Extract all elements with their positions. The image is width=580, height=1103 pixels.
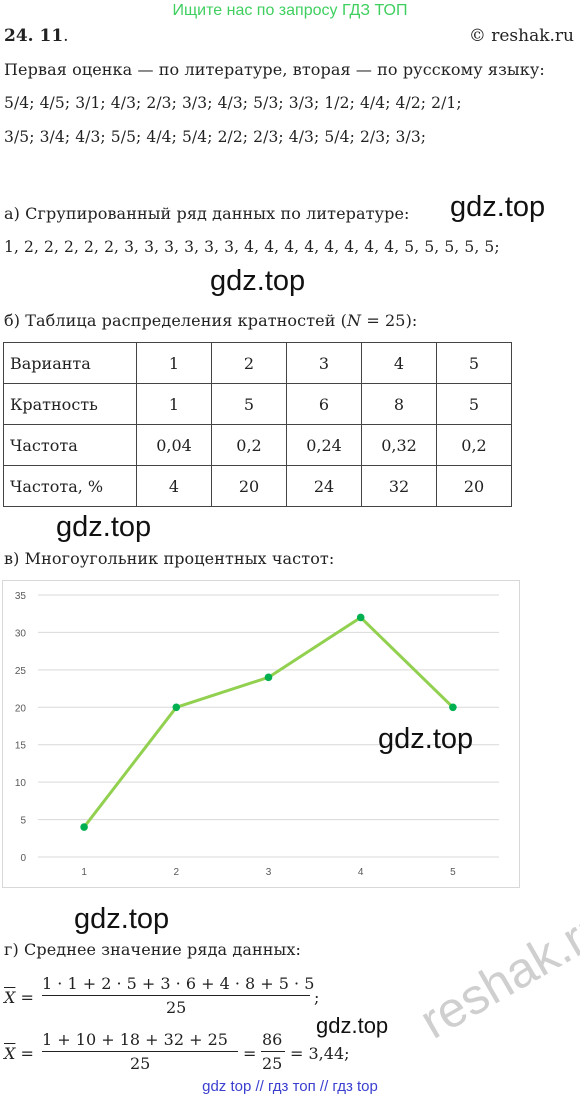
table-cell: 1: [136, 342, 212, 384]
part-v-label: в) Многоугольник процентных частот:: [4, 549, 335, 568]
watermark: gdz.top: [450, 191, 546, 223]
formula-2-denominator: 25: [130, 1054, 151, 1073]
ghost-watermark: reshak.ru: [410, 896, 580, 1050]
table-cell: 20: [436, 465, 512, 507]
table-cell: 4: [136, 465, 212, 507]
table-cell: 0,2: [436, 424, 512, 466]
part-a-label: а) Сгрупированный ряд данных по литерату…: [4, 204, 410, 223]
formula-2-equals: =: [243, 1044, 257, 1063]
formula-2-numerator-2: 86: [262, 1030, 283, 1049]
x-tick-label: 1: [81, 867, 87, 878]
y-tick-label: 30: [15, 628, 27, 639]
formula-1-denominator: 25: [166, 998, 187, 1017]
site-credit: © reshak.ru: [468, 26, 574, 46]
data-point: [356, 613, 365, 622]
formula-1-numerator: 1 · 1 + 2 · 5 + 3 · 6 + 4 · 8 + 5 · 5: [42, 974, 315, 993]
data-point: [172, 703, 181, 712]
part-a-series: 1, 2, 2, 2, 2, 2, 3, 3, 3, 3, 3, 3, 4, 4…: [4, 238, 500, 256]
search-hint-link[interactable]: Ищите нас по запросу ГДЗ ТОП: [172, 2, 408, 19]
problem-number: 24. 11.: [4, 26, 69, 46]
y-tick-label: 15: [15, 741, 27, 752]
table-row: Кратность 1 5 6 8 5: [3, 383, 512, 425]
formula-2-denominator-2: 25: [262, 1054, 283, 1073]
percent-frequency-polygon-chart: 0 5 10 15 20 25 30 35 1 2 3 4 5: [15, 591, 499, 878]
intro-line-3: 3/5; 3/4; 4/3; 5/5; 4/4; 5/4; 2/2; 2/3; …: [4, 128, 427, 146]
watermark: gdz.top: [210, 265, 306, 297]
table-cell: 5: [436, 383, 512, 425]
table-cell: 32: [361, 465, 437, 507]
chart-frame: 0 5 10 15 20 25 30 35 1 2 3 4 5: [2, 580, 520, 888]
table-cell: Кратность: [3, 383, 137, 425]
watermark: gdz.top: [316, 1013, 389, 1038]
frequency-table: Варианта 1 2 3 4 5 Кратность 1 5 6 8 5 Ч…: [3, 342, 512, 507]
table-cell: 24: [286, 465, 362, 507]
data-point: [264, 673, 273, 682]
y-tick-label: 5: [20, 816, 26, 827]
data-point: [80, 823, 88, 831]
fraction-bar: [42, 1051, 238, 1052]
fraction-bar: [261, 1051, 285, 1052]
watermark: gdz.top: [56, 511, 152, 543]
y-tick-label: 20: [15, 703, 27, 714]
x-tick-label: 4: [358, 867, 364, 878]
table-cell: 6: [286, 383, 362, 425]
intro-line-2: 5/4; 4/5; 3/1; 4/3; 2/3; 3/3; 4/3; 5/3; …: [4, 94, 462, 112]
table-cell: 0,2: [211, 424, 287, 466]
footer-links[interactable]: gdz top // гдз топ // гдз top: [202, 1078, 378, 1095]
part-g-label: г) Среднее значение ряда данных:: [4, 940, 301, 959]
y-tick-label: 0: [20, 853, 26, 864]
formula-2-result: = 3,44;: [290, 1044, 350, 1063]
table-cell: 0,24: [286, 424, 362, 466]
y-tick-label: 25: [15, 666, 27, 677]
watermark: gdz.top: [74, 903, 170, 935]
mean-symbol: X =: [4, 1044, 34, 1063]
data-point: [449, 703, 457, 712]
intro-line-1: Первая оценка — по литературе, вторая — …: [4, 60, 545, 79]
fraction-bar: [42, 995, 310, 996]
y-tick-label: 10: [15, 778, 27, 789]
formula-2-numerator: 1 + 10 + 18 + 32 + 25: [42, 1030, 228, 1049]
x-tick-label: 3: [266, 867, 272, 878]
table-row: Варианта 1 2 3 4 5: [3, 342, 512, 384]
table-cell: 3: [286, 342, 362, 384]
table-cell: 2: [211, 342, 287, 384]
y-tick-label: 35: [15, 591, 27, 602]
table-cell: Частота, %: [3, 465, 137, 507]
table-cell: 4: [361, 342, 437, 384]
x-tick-label: 5: [450, 867, 456, 878]
x-tick-label: 2: [174, 867, 180, 878]
table-cell: 8: [361, 383, 437, 425]
table-row: Частота 0,04 0,2 0,24 0,32 0,2: [3, 424, 512, 466]
part-b-label: б) Таблица распределения кратностей (N =…: [4, 311, 418, 330]
mean-symbol: X =: [4, 988, 34, 1007]
table-cell: Частота: [3, 424, 137, 466]
table-cell: 0,04: [136, 424, 212, 466]
table-cell: 5: [436, 342, 512, 384]
table-cell: 1: [136, 383, 212, 425]
table-cell: Варианта: [3, 342, 137, 384]
watermark: gdz.top: [378, 723, 474, 755]
table-cell: 20: [211, 465, 287, 507]
table-cell: 5: [211, 383, 287, 425]
formula-1-tail: ;: [314, 988, 320, 1007]
table-row: Частота, % 4 20 24 32 20: [3, 465, 512, 507]
table-cell: 0,32: [361, 424, 437, 466]
